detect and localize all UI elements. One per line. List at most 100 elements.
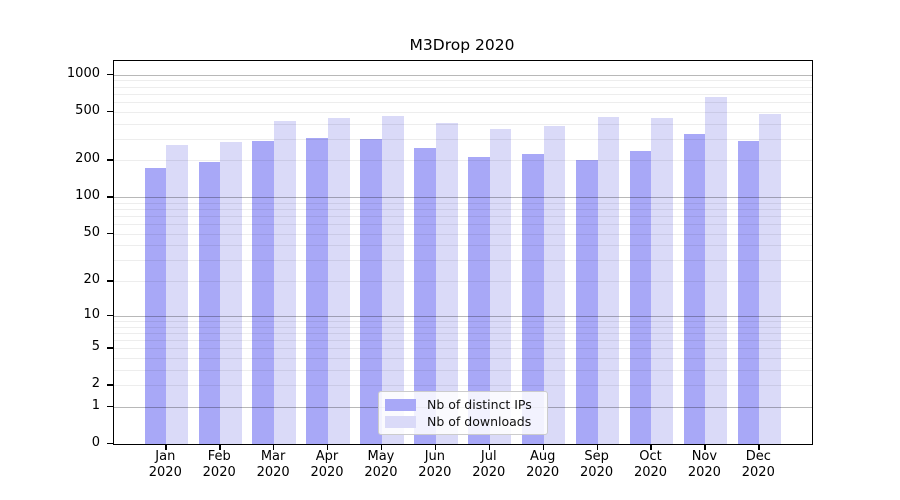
y-tick-label: 1 xyxy=(91,397,100,413)
bar-distinct-ips xyxy=(360,138,382,444)
y-tick-label: 5 xyxy=(91,339,100,355)
x-tick-mark xyxy=(327,444,329,450)
gridline-minor xyxy=(114,320,812,322)
gridline-major xyxy=(114,74,812,76)
gridline-minor xyxy=(114,160,812,162)
bar-distinct-ips xyxy=(198,161,221,444)
gridline-minor xyxy=(114,332,812,334)
gridline-minor xyxy=(114,123,812,125)
bar-downloads xyxy=(381,116,404,444)
gridline-minor xyxy=(114,348,812,350)
y-tick-mark xyxy=(107,280,113,282)
bar-distinct-ips xyxy=(252,140,275,444)
bar-distinct-ips xyxy=(629,150,652,444)
gridline-minor xyxy=(114,369,812,371)
bar-distinct-ips xyxy=(737,140,760,444)
x-tick-mark xyxy=(758,444,760,450)
x-tick-label: Nov 2020 xyxy=(687,449,721,480)
bar-downloads xyxy=(705,96,728,444)
bar-distinct-ips xyxy=(144,168,167,444)
y-tick-label: 200 xyxy=(75,151,100,167)
y-tick-mark xyxy=(107,314,113,317)
gridline-minor xyxy=(114,101,812,103)
x-tick-label: Jun 2020 xyxy=(418,449,452,480)
y-tick-label: 1000 xyxy=(66,65,100,81)
gridline-major xyxy=(114,197,812,199)
x-tick-label: Oct 2020 xyxy=(633,449,668,480)
legend-swatch-downloads-icon xyxy=(385,415,416,428)
gridline-minor xyxy=(114,245,812,247)
y-tick-label: 50 xyxy=(83,224,100,240)
x-tick-label: Sep 2020 xyxy=(580,449,614,480)
bar-distinct-ips xyxy=(414,147,436,444)
y-tick-mark xyxy=(107,384,113,386)
x-tick-label: Jul 2020 xyxy=(472,449,506,480)
x-tick-label: Aug 2020 xyxy=(526,449,560,480)
bar-distinct-ips xyxy=(521,154,544,444)
legend-label-downloads: Nb of downloads xyxy=(427,414,532,429)
gridline-minor xyxy=(114,385,812,387)
y-tick-mark xyxy=(107,73,113,75)
gridline-minor xyxy=(114,138,812,140)
gridline-minor xyxy=(114,357,812,359)
legend-item-downloads: Nb of downloads xyxy=(385,413,541,430)
bar-downloads xyxy=(435,122,458,444)
gridline-minor xyxy=(114,326,812,328)
gridline-minor xyxy=(114,224,812,226)
chart-title: M3Drop 2020 xyxy=(409,36,515,54)
y-tick-label: 20 xyxy=(83,272,100,288)
y-tick-mark xyxy=(107,232,113,235)
y-tick-mark xyxy=(107,110,113,112)
x-tick-label: Dec 2020 xyxy=(741,449,775,480)
bar-downloads xyxy=(328,118,350,444)
bar-downloads xyxy=(759,113,781,444)
legend-item-distinct-ips: Nb of distinct IPs xyxy=(385,396,541,413)
y-tick-label: 2 xyxy=(91,376,100,392)
gridline-minor xyxy=(114,93,812,95)
legend-swatch-distinct-ips-icon xyxy=(385,398,416,411)
gridline-minor xyxy=(114,80,812,82)
y-tick-mark xyxy=(107,405,113,408)
x-tick-label: May 2020 xyxy=(364,449,398,480)
gridline-major xyxy=(114,315,812,317)
bar-downloads xyxy=(220,141,242,444)
bar-distinct-ips xyxy=(575,160,598,444)
plot-area xyxy=(113,60,813,445)
x-tick-mark xyxy=(165,444,167,450)
y-tick-mark xyxy=(107,196,113,198)
gridline-minor xyxy=(114,209,812,211)
x-tick-mark xyxy=(488,444,491,450)
y-tick-label: 500 xyxy=(75,102,100,118)
y-tick-label: 10 xyxy=(83,306,100,322)
x-tick-mark xyxy=(380,444,383,450)
x-tick-label: Feb 2020 xyxy=(202,449,236,480)
gridline-minor xyxy=(114,111,812,113)
bar-distinct-ips xyxy=(306,138,329,444)
gridline-minor xyxy=(114,260,812,262)
gridline-minor xyxy=(114,202,812,204)
legend-label-distinct-ips: Nb of distinct IPs xyxy=(427,397,532,412)
legend: Nb of distinct IPs Nb of downloads xyxy=(378,391,548,435)
bar-downloads xyxy=(489,129,512,444)
bar-downloads xyxy=(597,116,620,444)
bar-distinct-ips xyxy=(468,156,490,444)
x-tick-label: Jan 2020 xyxy=(148,449,182,480)
y-tick-label: 100 xyxy=(75,188,100,204)
gridline-minor xyxy=(114,216,812,218)
x-tick-mark xyxy=(650,444,652,450)
gridline-minor xyxy=(114,86,812,88)
x-tick-mark xyxy=(219,444,221,450)
x-tick-mark xyxy=(273,444,275,450)
bar-downloads xyxy=(274,120,296,444)
bar-downloads xyxy=(166,144,188,444)
x-tick-mark xyxy=(596,444,598,450)
gridline-minor xyxy=(114,339,812,341)
y-tick-mark xyxy=(107,347,113,349)
bar-downloads xyxy=(543,125,566,444)
y-tick-label: 0 xyxy=(91,435,100,450)
bar-downloads xyxy=(651,117,674,444)
y-tick-mark xyxy=(107,159,113,161)
bar-distinct-ips xyxy=(683,133,706,444)
y-tick-mark xyxy=(107,443,113,445)
x-tick-label: Mar 2020 xyxy=(256,449,290,480)
